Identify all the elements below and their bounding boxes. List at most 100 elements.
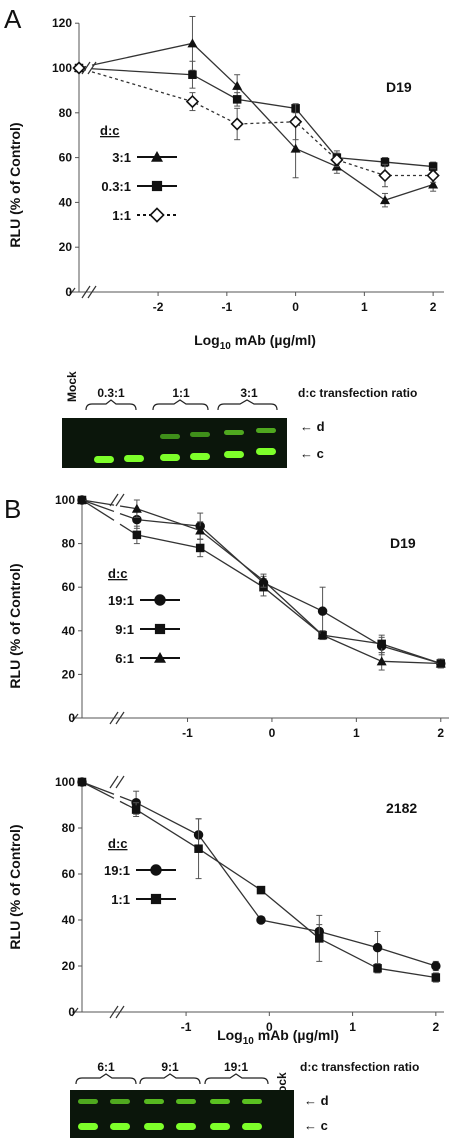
gel-b-bracket bbox=[139, 1073, 201, 1085]
gel-b-arrow-d: ← d bbox=[304, 1093, 329, 1108]
data-point-19:1 bbox=[431, 961, 441, 971]
data-point-9:1 bbox=[132, 530, 142, 540]
data-point-6:1 bbox=[435, 658, 446, 668]
gel-band-c bbox=[224, 451, 244, 458]
data-point-1:1 bbox=[373, 964, 382, 973]
gel-band-c bbox=[144, 1123, 164, 1130]
axis-break-mark bbox=[71, 1007, 79, 1017]
series-line-9:1 bbox=[81, 499, 115, 521]
legend-title: d:c bbox=[100, 123, 120, 138]
gel-band-d bbox=[242, 1099, 262, 1104]
gel-a-group-label: 0.3:1 bbox=[97, 386, 125, 400]
data-point-9:1 bbox=[377, 639, 386, 649]
y-tick-label: 40 bbox=[62, 624, 76, 638]
legend-marker-19:1 bbox=[150, 864, 162, 876]
gel-band-c bbox=[190, 453, 210, 460]
y-tick-label: 20 bbox=[62, 959, 76, 973]
data-point-1:1 bbox=[72, 61, 86, 75]
data-point-1:1 bbox=[256, 885, 266, 895]
gel-a-band-label-d: d bbox=[317, 419, 325, 434]
y-tick-label: 20 bbox=[59, 240, 73, 254]
legend-label: 19:1 bbox=[104, 863, 130, 878]
data-point-19:1 bbox=[256, 915, 266, 925]
data-point-1:1 bbox=[315, 934, 324, 943]
chart-a-d19: D19 RLU (% of Control) Log10 mAb (µg/ml)… bbox=[7, 15, 444, 352]
legend-marker-9:1 bbox=[154, 623, 166, 635]
gel-band-d bbox=[256, 428, 276, 433]
data-point-6:1 bbox=[317, 630, 328, 640]
x-tick-label: -1 bbox=[181, 1020, 192, 1034]
gel-b-arrow-c: ← c bbox=[304, 1118, 328, 1133]
data-point-3:1 bbox=[232, 80, 243, 90]
gel-band-d bbox=[210, 1099, 230, 1104]
data-point-3:1 bbox=[187, 38, 198, 48]
gel-a-mock-label: Mock bbox=[65, 371, 79, 402]
y-tick-label: 60 bbox=[62, 580, 76, 594]
gel-b-caption: d:c transfection ratio bbox=[300, 1060, 419, 1074]
gel-band-d bbox=[160, 434, 180, 439]
gel-b-bracket bbox=[204, 1073, 269, 1085]
gel-band-c bbox=[256, 448, 276, 455]
chart-b-d19: D19 RLU (% of Control) 0 20 40 60 80 100 -1 0 1 2… bbox=[7, 493, 449, 740]
gel-b-bracket bbox=[75, 1073, 137, 1085]
y-tick-label: 100 bbox=[55, 775, 75, 789]
x-tick-label: 0 bbox=[266, 1020, 273, 1034]
gel-b-group-label: 6:1 bbox=[97, 1060, 115, 1074]
gel-band-c bbox=[242, 1123, 262, 1130]
data-point-1:1 bbox=[288, 115, 303, 129]
gel-b-group-label: 9:1 bbox=[161, 1060, 179, 1074]
series-line-19:1 bbox=[119, 795, 437, 967]
chart-b2-ylabel: RLU (% of Control) bbox=[7, 824, 23, 949]
chart-b2-xlabel-sub: 10 bbox=[243, 1036, 255, 1047]
y-tick-label: 0 bbox=[68, 1005, 75, 1019]
y-tick-label: 0 bbox=[65, 285, 72, 299]
legend-title: d:c bbox=[108, 566, 128, 581]
gel-band-c bbox=[176, 1123, 196, 1130]
y-tick-label: 100 bbox=[55, 493, 75, 507]
legend-marker-3:1 bbox=[151, 151, 163, 162]
legend-label: 19:1 bbox=[108, 593, 134, 608]
axis-break-mark bbox=[71, 713, 79, 723]
data-point-3:1 bbox=[428, 179, 439, 189]
series-line-6:1 bbox=[119, 505, 441, 665]
chart-a-title: D19 bbox=[386, 79, 412, 95]
x-tick-label: 0 bbox=[269, 726, 276, 740]
data-point-6:1 bbox=[195, 525, 206, 535]
axis-break-mark bbox=[68, 287, 76, 297]
gel-a-arrow-d: ← d bbox=[300, 419, 325, 434]
legend-marker-1:1 bbox=[150, 893, 162, 905]
gel-a: Mock 0.3:1 1:1 3:1 d:c transfection rati… bbox=[62, 371, 417, 468]
data-point-1:1 bbox=[131, 805, 141, 814]
data-point-6:1 bbox=[258, 575, 269, 585]
gel-a-bracket bbox=[85, 399, 137, 411]
gel-band-c bbox=[94, 456, 114, 463]
x-tick-label: -1 bbox=[182, 726, 193, 740]
data-point-19:1 bbox=[317, 606, 328, 616]
data-point-19:1 bbox=[372, 942, 383, 953]
data-point-1:1 bbox=[330, 153, 344, 167]
legend-marker-6:1 bbox=[154, 652, 166, 663]
gel-band-d bbox=[176, 1099, 196, 1104]
axis-break-mark bbox=[115, 1005, 125, 1019]
data-point-1:1 bbox=[185, 94, 200, 109]
legend-marker-0.3:1 bbox=[151, 180, 163, 192]
data-point-1:1 bbox=[230, 117, 244, 131]
axis-break-mark bbox=[109, 493, 119, 507]
data-point-0.3:1 bbox=[380, 157, 390, 167]
legend-label: 0.3:1 bbox=[101, 179, 131, 194]
gel-b-band-label-c: c bbox=[321, 1118, 328, 1133]
data-point-3:1 bbox=[379, 195, 390, 205]
legend-label: 1:1 bbox=[111, 892, 130, 907]
x-tick-label: 0 bbox=[292, 300, 299, 314]
chart-a-xlabel: Log10 mAb (µg/ml) bbox=[194, 332, 316, 352]
data-point-1:1 bbox=[77, 777, 87, 787]
axis-break-mark bbox=[115, 493, 125, 507]
series-line-1:1 bbox=[81, 781, 115, 799]
y-tick-label: 80 bbox=[62, 537, 76, 551]
chart-b2-title: 2182 bbox=[386, 800, 417, 816]
x-tick-label: 1 bbox=[353, 726, 360, 740]
data-point-1:1 bbox=[426, 168, 440, 183]
gel-a-arrow-c: ← c bbox=[300, 446, 324, 461]
axis-break-mark bbox=[109, 1005, 119, 1019]
